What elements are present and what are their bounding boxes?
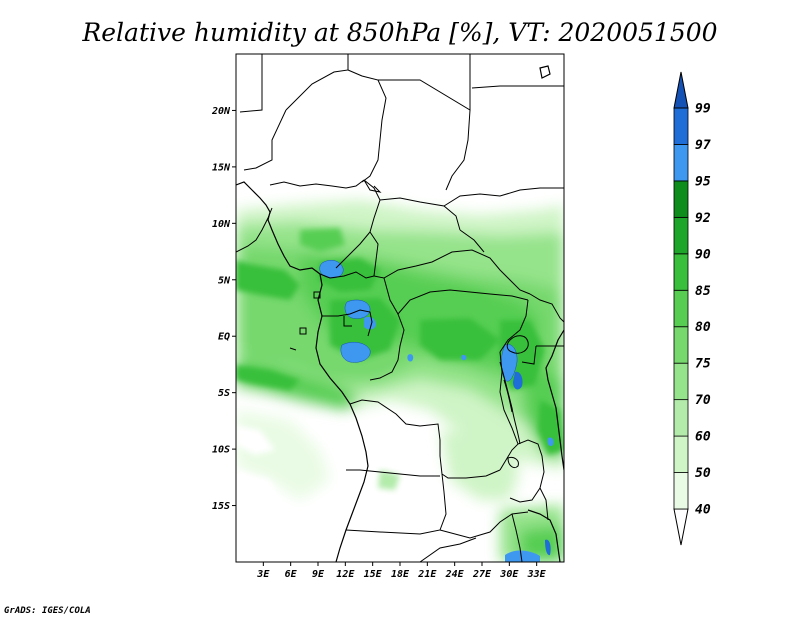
colorbar-level-label: 85 — [695, 284, 711, 299]
colorbar-segment — [673, 472, 689, 510]
lon-tick-label: 21E — [417, 569, 437, 580]
colorbar-segment — [673, 180, 689, 218]
lon-tick-label: 33E — [527, 569, 547, 580]
colorbar-segment — [673, 362, 689, 401]
lat-tick-label: 15S — [212, 501, 230, 512]
lat-tick-label: 10N — [212, 219, 231, 230]
lat-tick-label: 5N — [218, 275, 231, 286]
colorbar-level-label: 75 — [695, 357, 711, 372]
colorbar-level-label: 70 — [695, 393, 711, 408]
country-borders — [236, 54, 564, 562]
lon-tick-label: 24E — [445, 569, 465, 580]
map-panel — [235, 53, 565, 563]
colorbar-segment — [673, 435, 689, 473]
colorbar-level-label: 50 — [695, 466, 711, 481]
lat-tick-label: 15N — [212, 162, 231, 173]
latitude-axis: 20N 15N 10N 5N EQ 5S 10S 15S — [211, 106, 236, 512]
colorbar-segment — [673, 326, 689, 364]
lat-tick-label: 20N — [211, 106, 231, 117]
colorbar-level-label: 97 — [695, 138, 711, 153]
lon-tick-label: 30E — [499, 569, 519, 580]
grads-credit: GrADS: IGES/COLA — [4, 606, 91, 616]
colorbar-level-label: 95 — [695, 174, 711, 189]
colorbar-segment — [673, 253, 689, 291]
colorbar-level-label: 90 — [695, 247, 711, 262]
lat-tick-label: 10S — [212, 445, 230, 456]
lon-tick-label: 18E — [391, 569, 410, 580]
lon-tick-label: 15E — [364, 569, 383, 580]
lat-tick-label: 5S — [218, 388, 230, 399]
colorbar-segment — [673, 144, 689, 182]
colorbar-segment — [673, 289, 689, 328]
colorbar-segment — [673, 216, 689, 255]
lon-tick-label: 3E — [256, 569, 270, 580]
map-title: Relative humidity at 850hPa [%], VT: 202… — [81, 18, 717, 47]
lon-tick-label: 6E — [285, 569, 298, 580]
humidity-field-broad — [236, 200, 564, 562]
humidity-field-high — [319, 260, 554, 562]
colorbar-level-label: 60 — [695, 430, 711, 445]
lat-tick-label: EQ — [218, 332, 230, 343]
colorbar-level-label: 99 — [695, 102, 711, 117]
colorbar-over-triangle — [673, 71, 689, 109]
humidity-field — [236, 54, 564, 562]
lon-tick-label: 27E — [472, 569, 492, 580]
colorbar-segment — [673, 107, 689, 145]
colorbar-level-label: 40 — [695, 503, 711, 518]
colorbar-segment — [673, 399, 689, 437]
longitude-axis: 3E 6E 9E 12E 15E 18E 21E 24E 27E 30E 33E — [256, 562, 547, 580]
colorbar-level-label: 80 — [695, 320, 711, 335]
lon-tick-label: 9E — [312, 569, 325, 580]
colorbar-under-triangle — [673, 508, 689, 546]
colorbar-level-label: 92 — [695, 211, 711, 226]
lon-tick-label: 12E — [336, 569, 355, 580]
colorbar: 40 50 60 70 75 80 85 90 92 95 97 99 — [673, 71, 711, 546]
